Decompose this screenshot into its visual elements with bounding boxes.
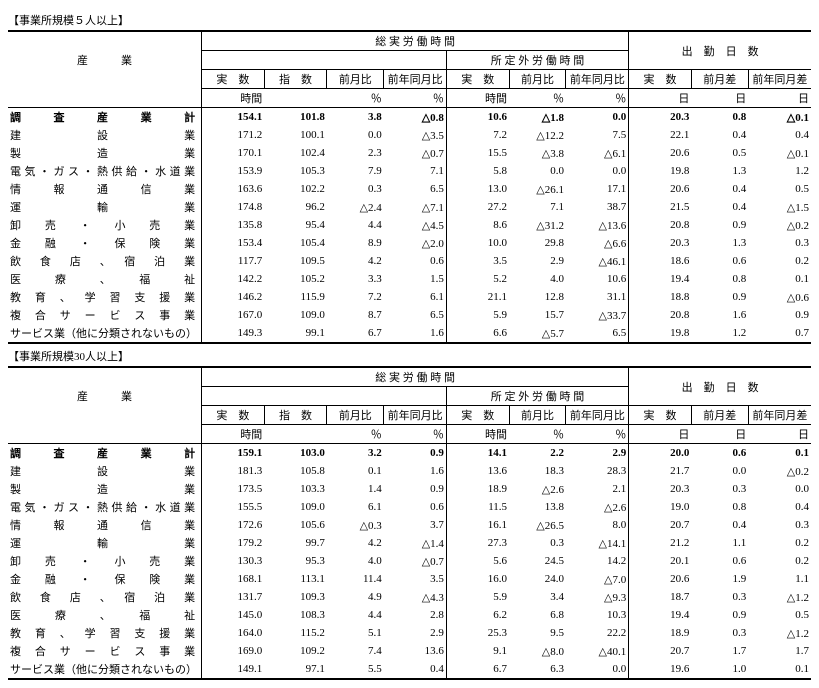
data-table: 産 業総 実 労 働 時 間出 勤 日 数所 定 外 労 働 時 間実 数指 数… bbox=[8, 30, 811, 344]
section-title: 【事業所規模30人以上】 bbox=[8, 348, 811, 364]
table-row: 卸 売 ・ 小 売 業130.395.34.0△0.75.624.514.220… bbox=[8, 552, 811, 570]
table-row: 金 融 ・ 保 険 業153.4105.48.9△2.010.029.8△6.6… bbox=[8, 234, 811, 252]
table-row: 運 輸 業174.896.2△2.4△7.127.27.138.721.50.4… bbox=[8, 198, 811, 216]
table-row: 飲 食 店 、 宿 泊 業117.7109.54.20.63.52.9△46.1… bbox=[8, 252, 811, 270]
table-row: 調 査 産 業 計154.1101.83.8△0.810.6△1.80.020.… bbox=[8, 108, 811, 127]
table-row: サービス業（他に分類されないもの）149.197.15.50.46.76.30.… bbox=[8, 660, 811, 679]
table-row: 医 療 、 福 祉142.2105.23.31.55.24.010.619.40… bbox=[8, 270, 811, 288]
table-row: 調 査 産 業 計159.1103.03.20.914.12.22.920.00… bbox=[8, 444, 811, 463]
table-row: 複 合 サ ー ビ ス 事 業169.0109.27.413.69.1△8.0△… bbox=[8, 642, 811, 660]
table-row: 教 育 、 学 習 支 援 業146.2115.97.26.121.112.83… bbox=[8, 288, 811, 306]
table-row: 医 療 、 福 祉145.0108.34.42.86.26.810.319.40… bbox=[8, 606, 811, 624]
table-row: 複 合 サ ー ビ ス 事 業167.0109.08.76.55.915.7△3… bbox=[8, 306, 811, 324]
table-row: 飲 食 店 、 宿 泊 業131.7109.34.9△4.35.93.4△9.3… bbox=[8, 588, 811, 606]
tables-container: 【事業所規模５人以上】産 業総 実 労 働 時 間出 勤 日 数所 定 外 労 … bbox=[8, 12, 811, 680]
table-row: 教 育 、 学 習 支 援 業164.0115.25.12.925.39.522… bbox=[8, 624, 811, 642]
table-row: 情 報 通 信 業163.6102.20.36.513.0△26.117.120… bbox=[8, 180, 811, 198]
table-row: 製 造 業173.5103.31.40.918.9△2.62.120.30.30… bbox=[8, 480, 811, 498]
table-row: 運 輸 業179.299.74.2△1.427.30.3△14.121.21.1… bbox=[8, 534, 811, 552]
table-row: 情 報 通 信 業172.6105.6△0.33.716.1△26.58.020… bbox=[8, 516, 811, 534]
table-row: サービス業（他に分類されないもの）149.399.16.71.66.6△5.76… bbox=[8, 324, 811, 343]
table-row: 電気・ガス・熱供給・水道業155.5109.06.10.611.513.8△2.… bbox=[8, 498, 811, 516]
table-row: 建 設 業181.3105.80.11.613.618.328.321.70.0… bbox=[8, 462, 811, 480]
section-title: 【事業所規模５人以上】 bbox=[8, 12, 811, 28]
table-row: 電気・ガス・熱供給・水道業153.9105.37.97.15.80.00.019… bbox=[8, 162, 811, 180]
table-row: 金 融 ・ 保 険 業168.1113.111.43.516.024.0△7.0… bbox=[8, 570, 811, 588]
table-row: 製 造 業170.1102.42.3△0.715.5△3.8△6.120.60.… bbox=[8, 144, 811, 162]
data-table: 産 業総 実 労 働 時 間出 勤 日 数所 定 外 労 働 時 間実 数指 数… bbox=[8, 366, 811, 680]
table-row: 建 設 業171.2100.10.0△3.57.2△12.27.522.10.4… bbox=[8, 126, 811, 144]
table-row: 卸 売 ・ 小 売 業135.895.44.4△4.58.6△31.2△13.6… bbox=[8, 216, 811, 234]
